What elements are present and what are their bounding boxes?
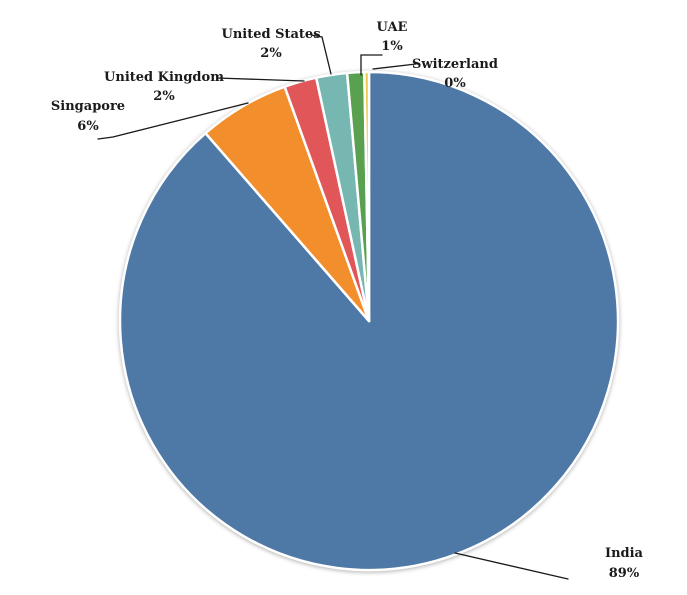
leader-line-united-kingdom xyxy=(216,77,305,82)
leader-line-switzerland xyxy=(372,63,417,70)
slice-value-india: 89% xyxy=(609,566,640,581)
slice-value-united-kingdom: 2% xyxy=(153,89,175,104)
slice-labels-group: India 89% Singapore 6% United Kingdom 2% Unite… xyxy=(51,20,644,581)
slice-label-uae: UAE xyxy=(377,20,408,35)
leader-lines-group xyxy=(97,34,569,580)
slice-value-united-states: 2% xyxy=(260,46,282,61)
pie-slices-group xyxy=(118,70,620,572)
slice-value-uae: 1% xyxy=(381,39,403,54)
pie-slice-switzerland[interactable] xyxy=(363,70,371,323)
slice-label-switzerland: Switzerland xyxy=(412,57,498,72)
slice-label-united-states: United States xyxy=(221,27,320,42)
slice-value-singapore: 6% xyxy=(77,119,99,134)
leader-line-united-states xyxy=(310,34,332,75)
slice-label-india: India xyxy=(605,546,644,561)
leader-line-india xyxy=(454,552,569,580)
slice-label-singapore: Singapore xyxy=(51,99,125,114)
slice-label-united-kingdom: United Kingdom xyxy=(104,70,224,85)
slice-value-switzerland: 0% xyxy=(444,76,466,91)
leader-line-singapore xyxy=(97,102,249,140)
leader-line-uae xyxy=(360,54,383,76)
